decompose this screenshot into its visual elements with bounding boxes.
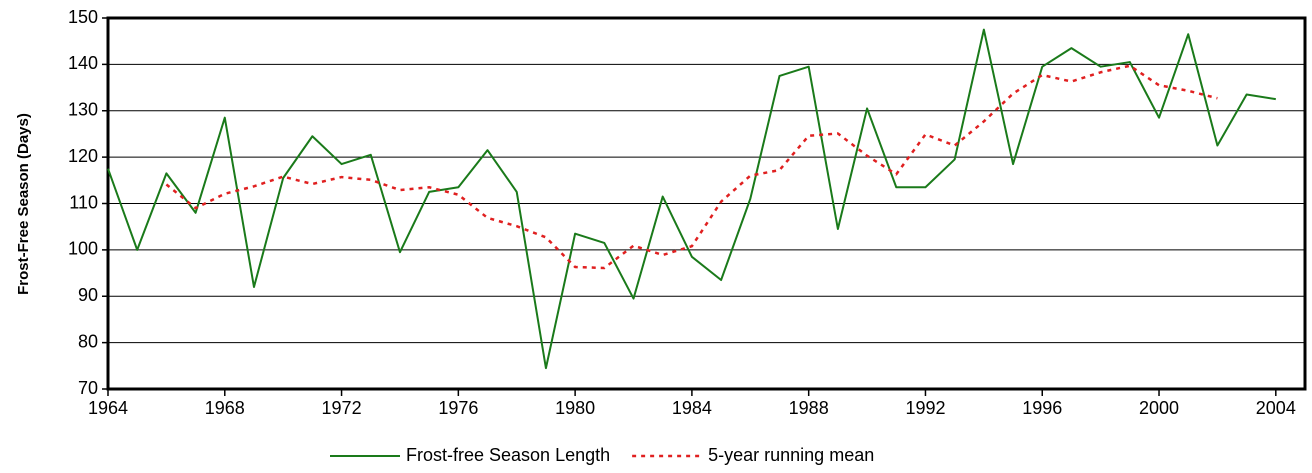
y-axis-label: Frost-Free Season (Days) — [15, 113, 32, 295]
y-tick-label: 110 — [69, 192, 98, 212]
x-tick-label: 2000 — [1139, 398, 1179, 418]
x-tick-label: 2004 — [1256, 398, 1296, 418]
y-tick-label: 100 — [68, 239, 98, 259]
x-tick-label: 1996 — [1022, 398, 1062, 418]
y-tick-label: 130 — [68, 100, 98, 120]
plot-frame — [106, 16, 1307, 391]
y-tick-label: 150 — [68, 7, 98, 27]
y-tick-label: 140 — [68, 53, 98, 73]
x-tick-label: 1988 — [789, 398, 829, 418]
y-tick-label: 120 — [68, 146, 98, 166]
legend-label: Frost-free Season Length — [406, 445, 610, 465]
x-tick-label: 1980 — [555, 398, 595, 418]
x-tick-label: 1972 — [322, 398, 362, 418]
x-tick-label: 1976 — [438, 398, 478, 418]
x-tick-label: 1992 — [905, 398, 945, 418]
series-line — [165, 64, 1218, 270]
y-tick-label: 70 — [78, 378, 98, 398]
legend-label: 5-year running mean — [708, 445, 874, 465]
y-tick-label: 80 — [78, 331, 98, 351]
x-tick-label: 1964 — [88, 398, 128, 418]
series-line — [107, 28, 1276, 370]
y-tick-label: 90 — [78, 285, 98, 305]
x-tick-label: 1968 — [205, 398, 245, 418]
x-tick-label: 1984 — [672, 398, 712, 418]
